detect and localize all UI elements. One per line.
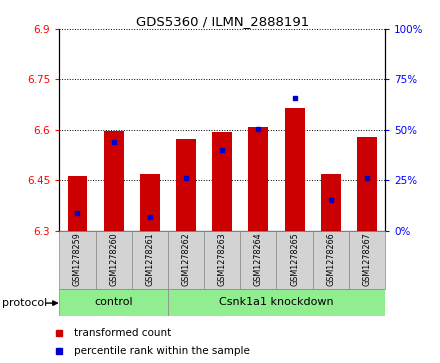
Bar <box>59 289 168 316</box>
Text: GSM1278265: GSM1278265 <box>290 233 299 286</box>
Text: GSM1278264: GSM1278264 <box>254 233 263 286</box>
Text: GSM1278260: GSM1278260 <box>109 233 118 286</box>
Text: protocol: protocol <box>2 298 48 308</box>
Text: GSM1278259: GSM1278259 <box>73 233 82 286</box>
Bar <box>176 139 196 231</box>
Bar <box>104 131 124 231</box>
Text: Csnk1a1 knockdown: Csnk1a1 knockdown <box>219 297 334 307</box>
Bar <box>276 231 313 289</box>
Bar <box>140 174 160 231</box>
Bar <box>95 231 132 289</box>
Text: control: control <box>94 297 133 307</box>
Bar <box>68 176 88 231</box>
Bar <box>212 132 232 231</box>
Text: GSM1278263: GSM1278263 <box>218 233 227 286</box>
Text: GSM1278266: GSM1278266 <box>326 233 335 286</box>
Bar <box>249 127 268 231</box>
Bar <box>204 231 240 289</box>
Text: GSM1278262: GSM1278262 <box>182 233 191 286</box>
Bar <box>357 138 377 231</box>
Bar <box>168 231 204 289</box>
Text: percentile rank within the sample: percentile rank within the sample <box>74 346 250 356</box>
Bar <box>285 108 304 231</box>
Text: transformed count: transformed count <box>74 328 171 338</box>
Text: GSM1278267: GSM1278267 <box>363 233 371 286</box>
Bar <box>59 231 95 289</box>
Bar <box>168 289 385 316</box>
Bar <box>132 231 168 289</box>
Bar <box>313 231 349 289</box>
Title: GDS5360 / ILMN_2888191: GDS5360 / ILMN_2888191 <box>136 15 309 28</box>
Bar <box>321 174 341 231</box>
Bar <box>349 231 385 289</box>
Bar <box>240 231 276 289</box>
Text: GSM1278261: GSM1278261 <box>145 233 154 286</box>
